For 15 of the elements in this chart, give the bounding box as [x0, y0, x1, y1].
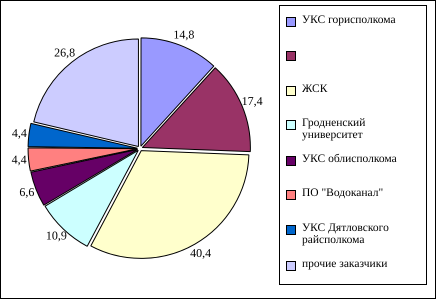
data-label: 6,6 [19, 185, 34, 200]
legend-label: ПО "Водоканал" [302, 187, 384, 200]
legend-label: УКС горисполкома [302, 14, 396, 26]
data-label: 17,4 [242, 94, 263, 108]
data-label: 14,8 [173, 27, 194, 42]
legend-label: УКС Дятловского райсполкома [302, 222, 390, 246]
data-label: 4,4 [12, 126, 27, 140]
data-label: 4,4 [12, 152, 27, 167]
legend-label: УКС облисполкома [302, 153, 397, 166]
data-label: 40,4 [190, 246, 212, 260]
data-label: 26,8 [54, 45, 76, 60]
legend-label: Гродненский университет [302, 116, 366, 141]
legend-label: ЖСК [302, 82, 328, 95]
data-label: 10,9 [46, 228, 67, 243]
legend-label: прочие заказчики [302, 258, 388, 270]
